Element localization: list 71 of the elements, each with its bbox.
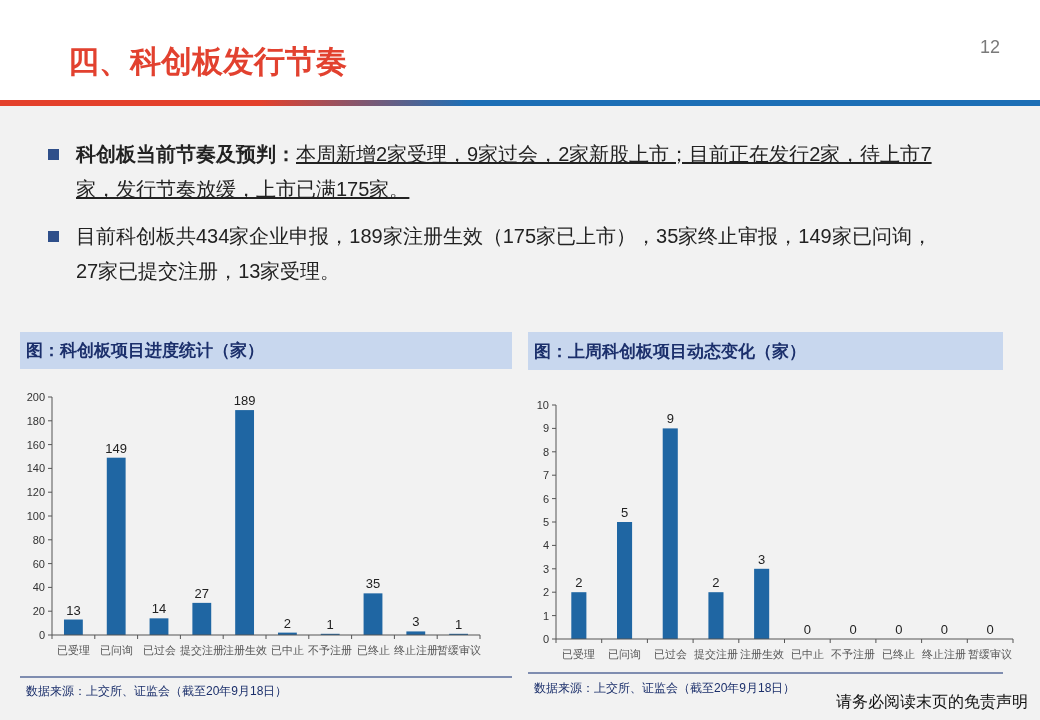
data-label: 3	[758, 551, 766, 567]
x-tick-label: 不予注册	[831, 648, 876, 660]
x-tick-label: 终止注册	[922, 648, 967, 660]
y-tick-label: 0	[542, 633, 549, 645]
text: 请务必阅读末页的免责声明	[836, 692, 1028, 712]
y-tick-label: 100	[26, 510, 45, 522]
data-label: 189	[233, 393, 256, 409]
y-tick-label: 7	[542, 469, 549, 482]
x-tick-label: 已过会	[653, 648, 687, 660]
x-tick-label: 已过会	[142, 643, 176, 656]
x-tick-label: 已终止	[356, 643, 390, 656]
data-label: 1	[326, 616, 334, 632]
data-label: 9	[666, 411, 674, 427]
text: 科创板当前节奏及预判：	[76, 142, 296, 167]
x-tick-label: 不予注册	[308, 643, 353, 656]
data-label: 14	[151, 601, 167, 617]
y-tick-label: 120	[26, 486, 45, 499]
data-label: 35	[365, 576, 381, 592]
data-label: 0	[803, 622, 811, 637]
data-label: 149	[105, 440, 128, 456]
data-label: 5	[620, 505, 629, 520]
data-label: 3	[412, 614, 420, 630]
data-label: 1	[454, 616, 463, 632]
text: 目前科创板共434家企业申报，189家注册生效（175家已上市），35家终止审报，149家已问询，27家已提交注册，13家受理。	[76, 224, 933, 284]
x-tick-label: 提交注册	[179, 643, 224, 656]
y-tick-label: 20	[32, 605, 45, 618]
data-label: 2	[283, 615, 292, 631]
y-tick-label: 40	[32, 581, 45, 594]
y-tick-label: 2	[542, 586, 549, 599]
data-label: 13	[66, 602, 81, 618]
x-tick-label: 已中止	[270, 643, 304, 656]
x-tick-label: 提交注册	[693, 648, 738, 660]
data-label: 2	[575, 575, 583, 591]
x-tick-label: 注册生效	[739, 648, 784, 660]
source-note: 数据来源：上交所、证监会（截至20年9月18日）	[534, 681, 796, 695]
x-tick-label: 已终止	[882, 648, 916, 660]
data-label: 0	[940, 622, 949, 637]
x-tick-label: 注册生效	[222, 643, 267, 656]
x-tick-label: 已受理	[56, 643, 90, 656]
x-tick-label: 暂缓审议	[436, 643, 481, 656]
text: 四、科创板发行节奏	[68, 43, 347, 81]
y-tick-label: 10	[536, 399, 549, 411]
y-tick-label: 140	[26, 462, 45, 475]
y-tick-label: 180	[26, 414, 45, 427]
y-tick-label: 200	[26, 391, 45, 403]
data-label: 0	[895, 622, 903, 637]
y-tick-label: 0	[38, 629, 45, 641]
y-tick-label: 3	[542, 562, 549, 575]
y-tick-label: 1	[542, 609, 549, 622]
y-tick-label: 9	[542, 422, 549, 435]
y-tick-label: 6	[542, 492, 549, 505]
data-label: 27	[194, 585, 210, 601]
x-tick-label: 暂缓审议	[968, 648, 1013, 660]
chart-title: 图：科创板项目进度统计（家）	[26, 341, 264, 360]
x-tick-label: 已中止	[790, 648, 824, 660]
y-tick-label: 80	[32, 533, 45, 546]
y-tick-label: 4	[542, 539, 549, 552]
data-label: 2	[712, 575, 720, 591]
y-tick-label: 8	[542, 445, 549, 458]
text: 12	[980, 36, 1001, 58]
data-label: 0	[849, 622, 857, 637]
x-tick-label: 已问询	[608, 648, 642, 660]
chart-title: 图：上周科创板项目动态变化（家）	[534, 341, 806, 361]
source-note: 数据来源：上交所、证监会（截至20年9月18日）	[26, 684, 288, 698]
x-tick-label: 已问询	[99, 644, 133, 656]
x-tick-label: 终止注册	[393, 643, 438, 656]
y-tick-label: 160	[26, 438, 45, 451]
data-label: 0	[986, 622, 994, 637]
x-tick-label: 已受理	[562, 648, 596, 660]
y-tick-label: 60	[32, 557, 45, 570]
y-tick-label: 5	[542, 516, 549, 528]
